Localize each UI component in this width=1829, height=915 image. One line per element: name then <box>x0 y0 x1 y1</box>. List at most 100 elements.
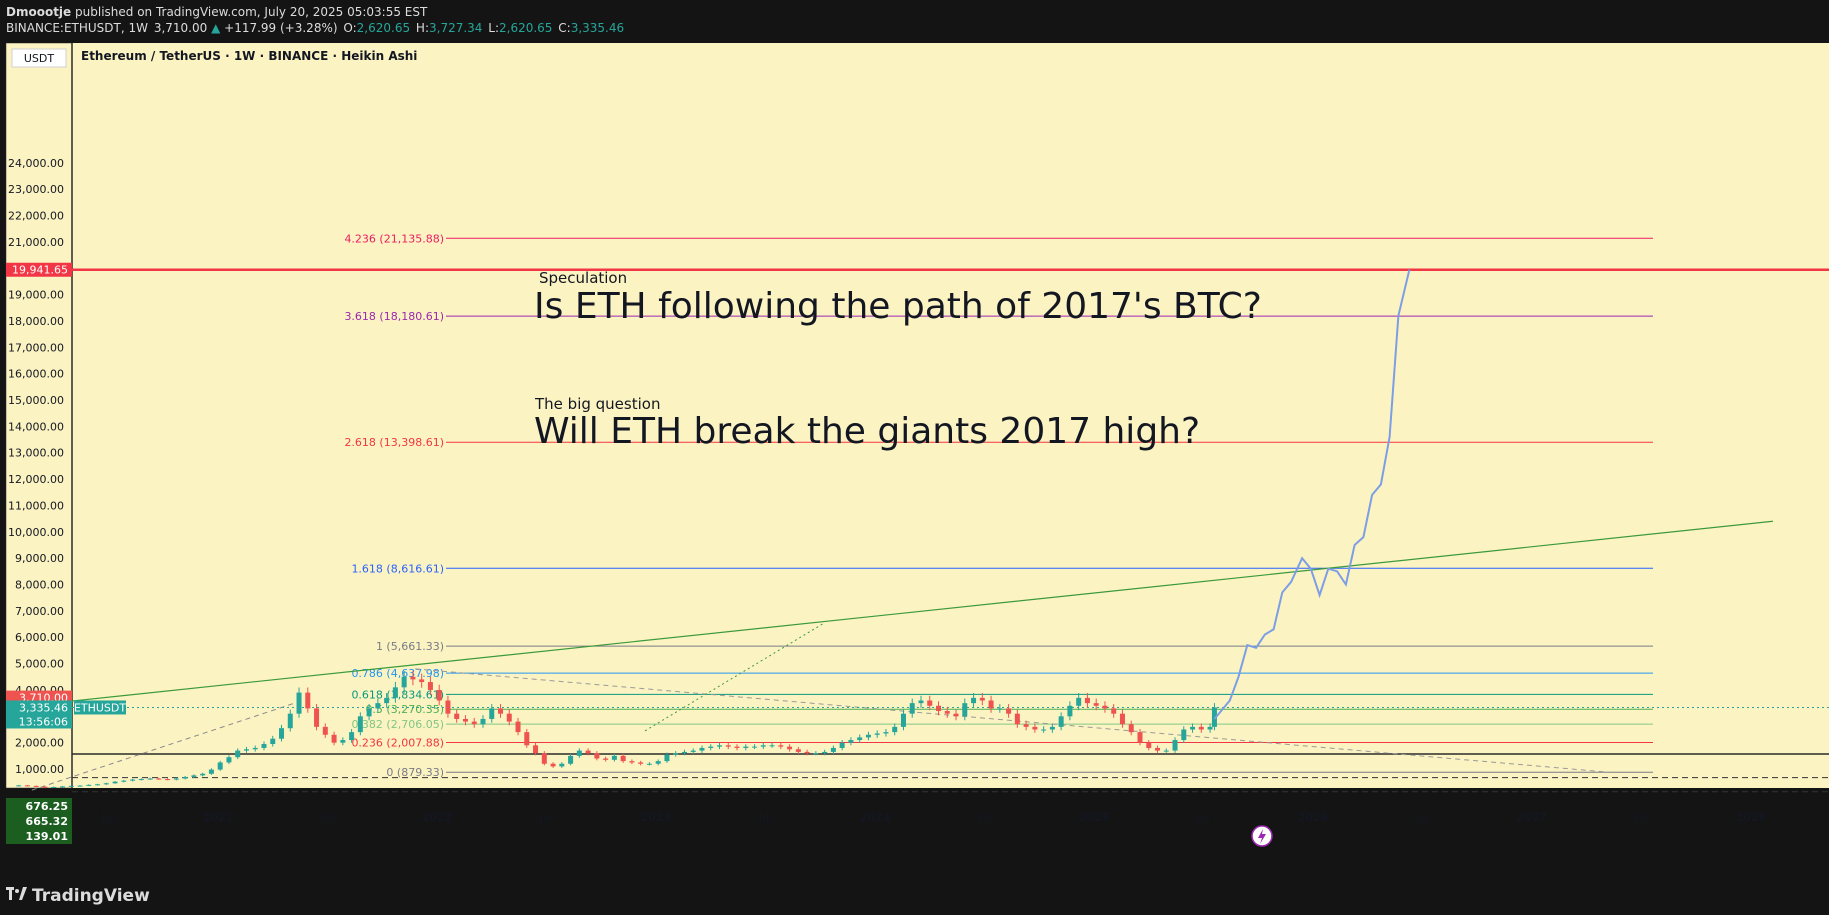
bar-countdown: 13:56:06 <box>19 715 68 728</box>
candle-body <box>962 703 968 717</box>
footer-brand[interactable]: TradingView <box>32 886 150 906</box>
x-tick-label: Jul <box>977 811 991 824</box>
x-tick-label: Jul <box>1415 811 1429 824</box>
candle-body <box>261 743 267 748</box>
y-tick-label: 1,000.00 <box>15 763 64 776</box>
candle-body <box>1032 726 1038 730</box>
candle-body <box>33 785 39 787</box>
candle-body <box>1041 729 1047 731</box>
last-price: 3,710.00 <box>153 21 208 35</box>
candle-body <box>506 713 512 722</box>
tradingview-logo-icon <box>6 886 28 906</box>
candle-body <box>760 745 766 747</box>
candle-body <box>699 747 705 751</box>
fib-level-label: 1.618 (8,616.61) <box>351 562 444 575</box>
y-tick-label: 11,000.00 <box>8 499 64 512</box>
candle-body <box>103 783 109 785</box>
candle-body <box>480 718 486 725</box>
candle-body <box>857 737 863 741</box>
high-price-tag-bg <box>6 262 72 277</box>
candle-body <box>296 692 302 714</box>
candle-body <box>681 751 687 754</box>
candle-body <box>1207 726 1213 730</box>
candle-body <box>1111 708 1117 714</box>
x-tick-label: Jul <box>320 811 334 824</box>
candle-body <box>51 786 57 788</box>
x-tick-label: Jul <box>1196 811 1210 824</box>
candle-body <box>830 747 836 752</box>
x-tick-label: 2028 <box>1736 811 1767 824</box>
candle-body <box>752 746 758 748</box>
candle-body <box>68 785 74 787</box>
author-name[interactable]: Dmoootje <box>6 5 72 19</box>
high-value: 3,727.34 <box>429 21 483 35</box>
candle-body <box>918 700 924 704</box>
candle-body <box>839 742 845 748</box>
candle-body <box>1146 742 1152 748</box>
candle-body <box>1137 732 1143 743</box>
candle-body <box>366 708 372 717</box>
symbol-tag-bg <box>74 700 126 715</box>
candle-body <box>909 703 915 714</box>
candle-body <box>498 708 504 714</box>
candle-body <box>673 753 679 755</box>
candle-body <box>787 746 793 750</box>
y-tick-label: 9,000.00 <box>15 552 64 565</box>
candle-body <box>130 779 136 781</box>
x-tick-label: 2027 <box>1517 811 1548 824</box>
candle-body <box>734 746 740 748</box>
candle-body <box>322 726 328 735</box>
candle-body <box>568 755 574 764</box>
candle-body <box>42 786 48 788</box>
y-tick-label: 21,000.00 <box>8 236 64 249</box>
candle-body <box>603 758 609 760</box>
candle-body <box>392 687 398 698</box>
candle-body <box>1006 708 1012 714</box>
candle-body <box>795 749 801 752</box>
fib-level-label: 0.5 (3,270.35) <box>365 703 444 716</box>
candle-body <box>86 784 92 786</box>
candle-body <box>305 692 311 709</box>
y-tick-label: 15,000.00 <box>8 394 64 407</box>
publish-info: Dmoootje published on TradingView.com, J… <box>6 5 427 19</box>
candle-body <box>182 776 188 779</box>
candle-body <box>655 761 661 764</box>
price-chart[interactable]: USDT Ethereum / TetherUS · 1W · BINANCE ·… <box>0 43 1829 879</box>
candle-body <box>1023 724 1029 727</box>
candle-body <box>489 708 495 719</box>
candle-body <box>279 728 285 739</box>
candle-body <box>865 734 871 738</box>
x-tick-label: Jul <box>758 811 772 824</box>
currency-box <box>11 48 67 68</box>
candle-body <box>979 697 985 701</box>
candle-body <box>208 769 214 774</box>
candle-body <box>112 781 118 784</box>
candle-body <box>217 762 223 770</box>
x-tick-label: Jul <box>539 811 553 824</box>
close-price-tag: 3,335.46 <box>19 701 68 714</box>
projection-path <box>1213 269 1411 720</box>
candle-body <box>24 785 30 787</box>
open-value: 2,620.65 <box>356 21 411 35</box>
candle-body <box>340 740 346 743</box>
candle-body <box>314 708 320 727</box>
candle-body <box>1049 726 1055 730</box>
candle-body <box>243 749 249 751</box>
y-tick-label: 17,000.00 <box>8 341 64 354</box>
candle-body <box>822 751 828 754</box>
candle-body <box>1119 713 1125 725</box>
candle-body <box>384 697 390 704</box>
y-tick-label: 13,000.00 <box>8 447 64 460</box>
candle-body <box>778 745 784 747</box>
candle-body <box>874 733 880 735</box>
candle-body <box>349 732 355 741</box>
tradingview-footer: TradingView <box>6 886 150 906</box>
fib-level-label: 2.618 (13,398.61) <box>344 436 444 449</box>
currency-label: USDT <box>24 52 55 65</box>
candle-body <box>848 740 854 743</box>
candle-body <box>524 732 530 746</box>
close-price-tag-bg <box>6 700 72 729</box>
candle-body <box>594 753 600 759</box>
candle-body <box>813 753 819 755</box>
long-term-trend-line <box>64 520 1773 703</box>
